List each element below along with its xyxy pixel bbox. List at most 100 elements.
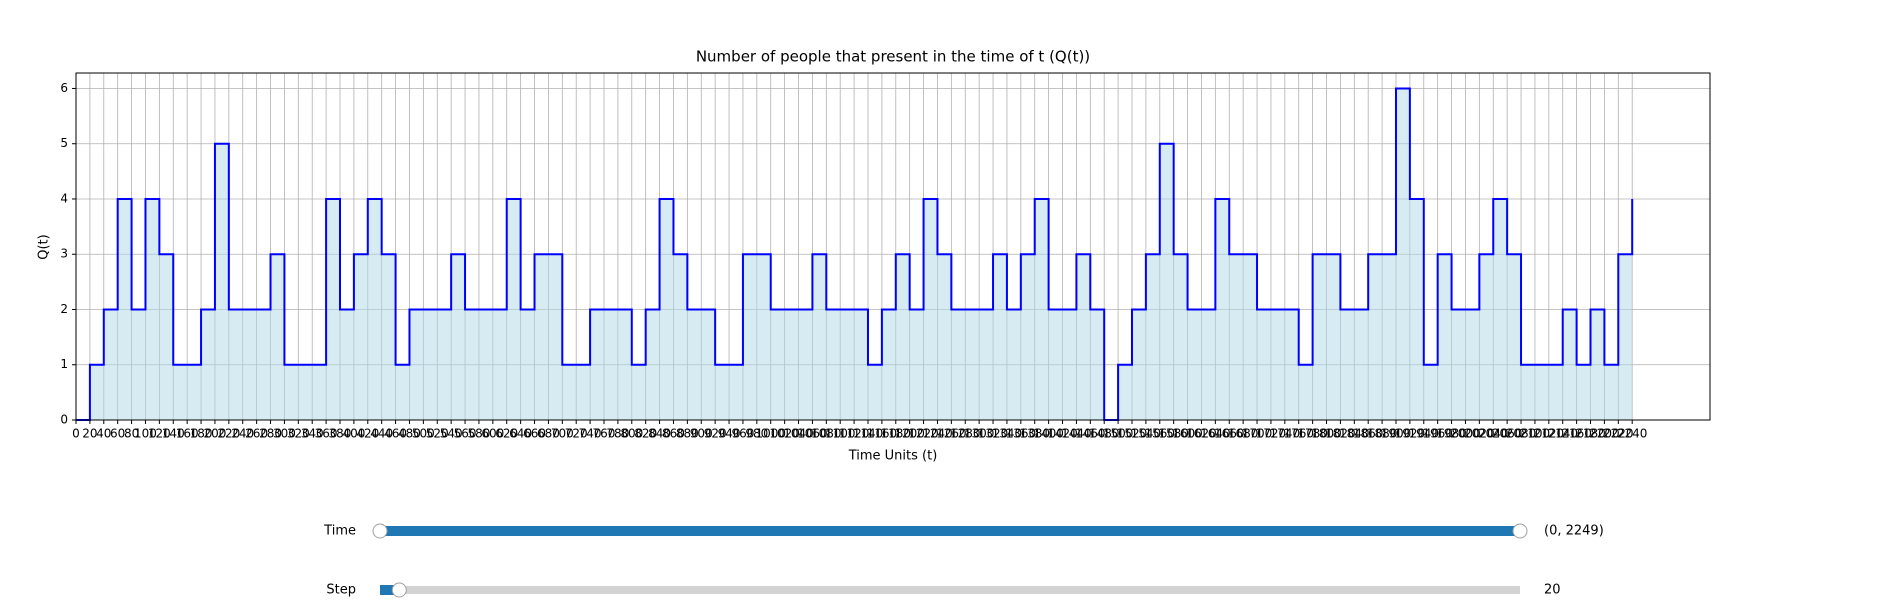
x-tick-label: 900	[690, 427, 713, 441]
x-tick-label: 2200	[1589, 427, 1620, 441]
x-tick-label: 480	[398, 427, 421, 441]
chart-title: Number of people that present in the tim…	[696, 48, 1090, 66]
x-tick-label: 420	[356, 427, 379, 441]
slider-fill	[380, 585, 400, 595]
x-tick-label: 340	[301, 427, 324, 441]
slider-handle[interactable]	[391, 582, 407, 598]
x-tick-label: 580	[467, 427, 490, 441]
x-tick-label: 860	[662, 427, 685, 441]
x-tick-label: 220	[217, 427, 240, 441]
x-tick-label: 740	[579, 427, 602, 441]
x-tick-label: 680	[537, 427, 560, 441]
x-tick-label: 920	[704, 427, 727, 441]
x-tick-label: 1720	[1256, 427, 1287, 441]
x-tick-label: 640	[509, 427, 532, 441]
x-tick-label: 1040	[783, 427, 814, 441]
x-tick-label: 720	[565, 427, 588, 441]
x-tick-label: 140	[162, 427, 185, 441]
x-tick-label: 2000	[1450, 427, 1481, 441]
x-tick-label: 1460	[1075, 427, 1106, 441]
x-tick-label: 1600	[1172, 427, 1203, 441]
x-tick-label: 2040	[1478, 427, 1509, 441]
x-tick-label: 1280	[950, 427, 981, 441]
y-tick-label: 1	[60, 357, 68, 371]
slider-fill	[380, 526, 1520, 536]
x-tick-label: 1240	[922, 427, 953, 441]
x-tick-label: 460	[384, 427, 407, 441]
x-tick-label: 40	[96, 427, 111, 441]
x-axis-label: Time Units (t)	[848, 449, 938, 464]
x-tick-label: 780	[606, 427, 629, 441]
x-tick-label: 1140	[853, 427, 884, 441]
x-tick-label: 1860	[1353, 427, 1384, 441]
x-tick-label: 2180	[1575, 427, 1606, 441]
x-tick-label: 280	[259, 427, 282, 441]
slider-label: Step	[326, 583, 356, 598]
x-tick-label: 1800	[1311, 427, 1342, 441]
x-tick-label: 1900	[1381, 427, 1412, 441]
x-tick-label: 760	[593, 427, 616, 441]
x-tick-label: 2160	[1561, 427, 1592, 441]
x-tick-label: 2220	[1603, 427, 1634, 441]
line	[76, 87, 1634, 421]
x-tick-label: 980	[745, 427, 768, 441]
x-tick-label: 1160	[867, 427, 898, 441]
x-tick-label: 1540	[1131, 427, 1162, 441]
x-tick-label: 1640	[1200, 427, 1231, 441]
x-tick-label: 1360	[1006, 427, 1037, 441]
x-tick-label: 2080	[1506, 427, 1537, 441]
x-tick-label: 1300	[964, 427, 995, 441]
x-tick-label: 180	[190, 427, 213, 441]
x-tick-label: 160	[176, 427, 199, 441]
x-tick-label: 1560	[1145, 427, 1176, 441]
x-tick-label: 1440	[1061, 427, 1092, 441]
x-tick-label: 100	[134, 427, 157, 441]
x-tick-label: 940	[718, 427, 741, 441]
x-tick-label: 1080	[811, 427, 842, 441]
x-tick-label: 1760	[1283, 427, 1314, 441]
x-tick-label: 300	[273, 427, 296, 441]
slider-value: (0, 2249)	[1544, 524, 1604, 539]
x-tick-label: 0	[72, 427, 80, 441]
y-tick-label: 3	[60, 247, 68, 261]
x-tick-label: 960	[731, 427, 754, 441]
slider-label: Time	[323, 524, 356, 539]
x-tick-label: 320	[287, 427, 310, 441]
slider-handle[interactable]	[372, 523, 388, 539]
x-tick-label: 1780	[1297, 427, 1328, 441]
x-tick-label: 1320	[978, 427, 1009, 441]
x-tick-label: 1420	[1047, 427, 1078, 441]
y-tick-label: 5	[60, 136, 68, 150]
slider-handle[interactable]	[1512, 523, 1528, 539]
x-tick-label: 1060	[797, 427, 828, 441]
plot-frame	[75, 72, 1711, 421]
y-tick-label: 6	[60, 81, 68, 95]
x-tick-label: 880	[676, 427, 699, 441]
x-tick-label: 20	[82, 427, 97, 441]
x-tick-label: 1980	[1436, 427, 1467, 441]
x-tick-label: 520	[426, 427, 449, 441]
area	[76, 88, 1633, 420]
x-tick-label: 1700	[1242, 427, 1273, 441]
slider-value: 20	[1544, 583, 1561, 598]
x-tick-label: 540	[440, 427, 463, 441]
x-tick-label: 360	[315, 427, 338, 441]
x-tick-label: 120	[148, 427, 171, 441]
x-tick-label: 2140	[1547, 427, 1578, 441]
x-tick-label: 1520	[1117, 427, 1148, 441]
x-tick-label: 600	[481, 427, 504, 441]
x-tick-label: 660	[523, 427, 546, 441]
x-tick-label: 1500	[1103, 427, 1134, 441]
x-tick-label: 2060	[1492, 427, 1523, 441]
x-tick-label: 1580	[1158, 427, 1189, 441]
x-tick-label: 500	[412, 427, 435, 441]
x-tick-label: 260	[245, 427, 268, 441]
x-tick-label: 1380	[1019, 427, 1050, 441]
x-tick-label: 1820	[1325, 427, 1356, 441]
x-tick-label: 1840	[1339, 427, 1370, 441]
x-tick-label: 440	[370, 427, 393, 441]
x-tick-label: 1880	[1367, 427, 1398, 441]
y-tick-label: 0	[60, 413, 68, 427]
y-tick-label: 2	[60, 302, 68, 316]
